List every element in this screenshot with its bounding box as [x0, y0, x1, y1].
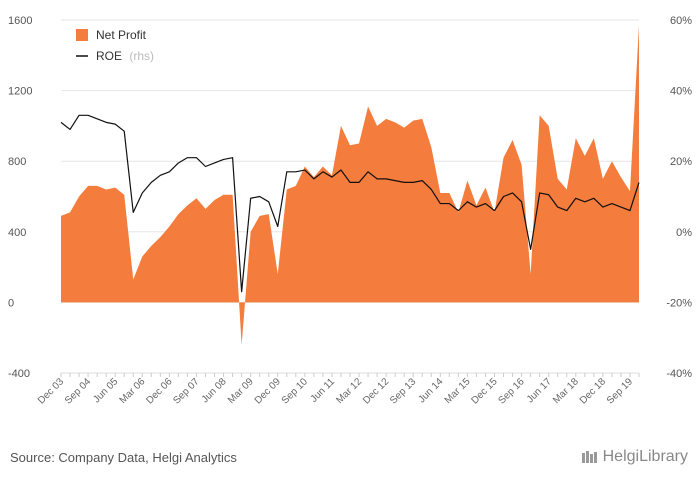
x-tick-label: Mar 15 — [443, 376, 473, 406]
x-tick-label: Sep 16 — [497, 376, 527, 406]
legend-label-roe-name: ROE — [96, 49, 122, 63]
y-left-tick-label: 1200 — [8, 86, 32, 98]
x-tick-label: Jun 05 — [91, 376, 120, 405]
x-tick-label: Dec 06 — [144, 376, 174, 406]
x-tick-label: Dec 12 — [361, 376, 391, 406]
right-axis: -40% -20% 0% 20% 40% 60% — [666, 15, 692, 380]
y-left-tick-label: 800 — [8, 156, 26, 168]
roe-line — [60, 114, 640, 293]
x-tick-label: Dec 03 — [36, 376, 66, 406]
x-tick-label: Sep 04 — [63, 376, 93, 406]
x-tick-label: Mar 12 — [334, 376, 364, 406]
legend: Net Profit ROE (rhs) — [76, 28, 154, 63]
x-tick-label: Mar 09 — [226, 376, 256, 406]
y-right-tick-label: -20% — [666, 297, 692, 309]
x-tick-label: Jun 14 — [416, 376, 445, 405]
y-left-tick-label: 1600 — [8, 15, 32, 27]
roe-line-layer — [60, 114, 640, 293]
x-tick-label: Sep 10 — [280, 376, 310, 406]
y-right-tick-label: -40% — [666, 368, 692, 380]
library-icon — [581, 451, 597, 463]
x-tick-label: Sep 13 — [388, 376, 418, 406]
y-left-tick-label: -400 — [8, 368, 30, 380]
logo-text: HelgiLibrary — [602, 448, 688, 465]
x-tick-label: Mar 18 — [551, 376, 581, 406]
net-profit-area-layer — [61, 25, 639, 345]
legend-label-roe-suffix: (rhs) — [129, 49, 154, 63]
y-right-tick-label: 0% — [676, 227, 692, 239]
x-tick-label: Jun 08 — [200, 376, 229, 405]
helgi-library-logo: HelgiLibrary — [581, 448, 688, 466]
left-axis: -400 0 400 800 1200 1600 — [8, 15, 32, 380]
x-tick-label: Jun 11 — [309, 376, 338, 405]
x-tick-label: Sep 19 — [605, 376, 635, 406]
x-tick-label: Sep 07 — [171, 376, 201, 406]
legend-label-roe: ROE (rhs) — [96, 49, 154, 63]
y-right-tick-label: 60% — [670, 15, 692, 27]
x-tick-label: Jun 17 — [525, 376, 554, 405]
net-profit-area — [61, 25, 639, 345]
x-tick-label: Dec 18 — [578, 376, 608, 406]
source-note: Source: Company Data, Helgi Analytics — [10, 450, 237, 465]
legend-label-net-profit: Net Profit — [96, 28, 147, 42]
y-left-tick-label: 400 — [8, 227, 26, 239]
legend-swatch-net-profit — [76, 29, 88, 41]
y-right-tick-label: 20% — [670, 156, 692, 168]
x-tick-label: Dec 09 — [253, 376, 283, 406]
x-tick-label: Dec 15 — [469, 376, 499, 406]
y-right-tick-label: 40% — [670, 86, 692, 98]
y-left-tick-label: 0 — [8, 297, 14, 309]
x-tick-label: Mar 06 — [118, 376, 148, 406]
